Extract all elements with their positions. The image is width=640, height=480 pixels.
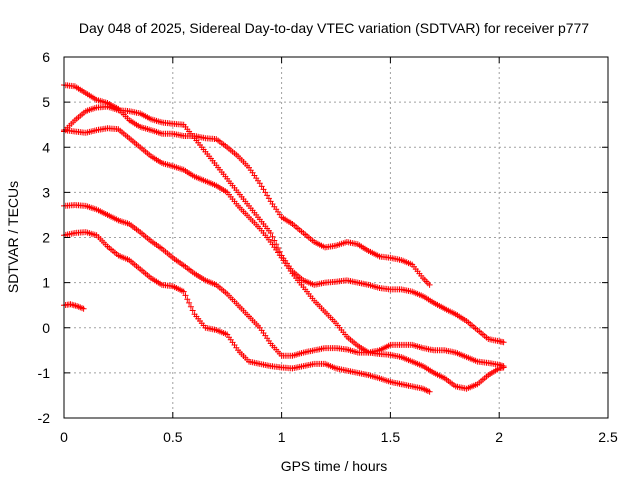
x-tick-label: 1 (278, 429, 286, 445)
series-sat-4 (61, 202, 507, 392)
chart-title: Day 048 of 2025, Sidereal Day-to-day VTE… (79, 20, 589, 36)
y-tick-label: 3 (42, 184, 50, 200)
y-tick-label: 5 (42, 94, 50, 110)
y-tick-label: 6 (42, 49, 50, 65)
axis-ticks: 0 0.5 1 1.5 2 2.5 -2 -1 0 1 2 3 4 5 6 (38, 49, 618, 445)
y-tick-label: 4 (42, 139, 50, 155)
y-tick-label: -2 (38, 410, 51, 426)
y-tick-label: -1 (38, 365, 51, 381)
y-tick-label: 2 (42, 230, 50, 246)
x-tick-label: 1.5 (381, 429, 401, 445)
x-tick-label: 0.5 (163, 429, 183, 445)
x-tick-label: 2.5 (598, 429, 618, 445)
y-axis-label: SDTVAR / TECUs (5, 181, 21, 293)
x-tick-label: 0 (60, 429, 68, 445)
x-axis-label: GPS time / hours (281, 458, 388, 474)
y-tick-label: 1 (42, 275, 50, 291)
x-tick-label: 2 (495, 429, 503, 445)
y-tick-label: 0 (42, 320, 50, 336)
